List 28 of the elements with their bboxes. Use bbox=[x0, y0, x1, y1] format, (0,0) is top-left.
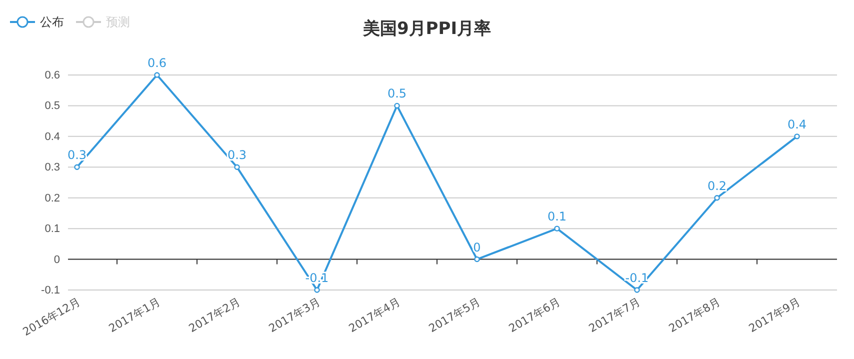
data-label: 0.5 bbox=[387, 86, 407, 101]
y-tick-label: 0.2 bbox=[44, 192, 60, 204]
chart-title: 美国9月PPI月率 bbox=[362, 19, 492, 39]
data-label: 0 bbox=[473, 240, 481, 254]
data-label: 0.3 bbox=[227, 148, 247, 162]
data-label: 0.3 bbox=[67, 148, 87, 162]
point bbox=[794, 134, 800, 140]
y-tick-label: 0.4 bbox=[44, 130, 60, 143]
point bbox=[234, 164, 240, 170]
y-tick-label: 0 bbox=[54, 254, 60, 266]
legend-label: 公布 bbox=[40, 15, 64, 29]
point bbox=[474, 256, 480, 262]
data-label: 0.2 bbox=[707, 178, 727, 193]
data-label: 0.6 bbox=[147, 56, 167, 70]
point bbox=[314, 287, 320, 293]
y-tick-label: 0.5 bbox=[44, 100, 60, 112]
y-tick-label: -0.1 bbox=[41, 284, 60, 297]
point bbox=[394, 102, 400, 109]
y-tick-label: 0.6 bbox=[44, 70, 60, 82]
point bbox=[554, 226, 560, 232]
point bbox=[154, 72, 160, 78]
point bbox=[714, 195, 720, 201]
y-tick-label: 0.3 bbox=[44, 162, 60, 174]
data-label: 0.1 bbox=[547, 210, 567, 224]
y-tick-label: 0.1 bbox=[44, 223, 60, 236]
point bbox=[74, 164, 80, 170]
point bbox=[634, 287, 640, 293]
data-label: 0.4 bbox=[787, 117, 807, 132]
